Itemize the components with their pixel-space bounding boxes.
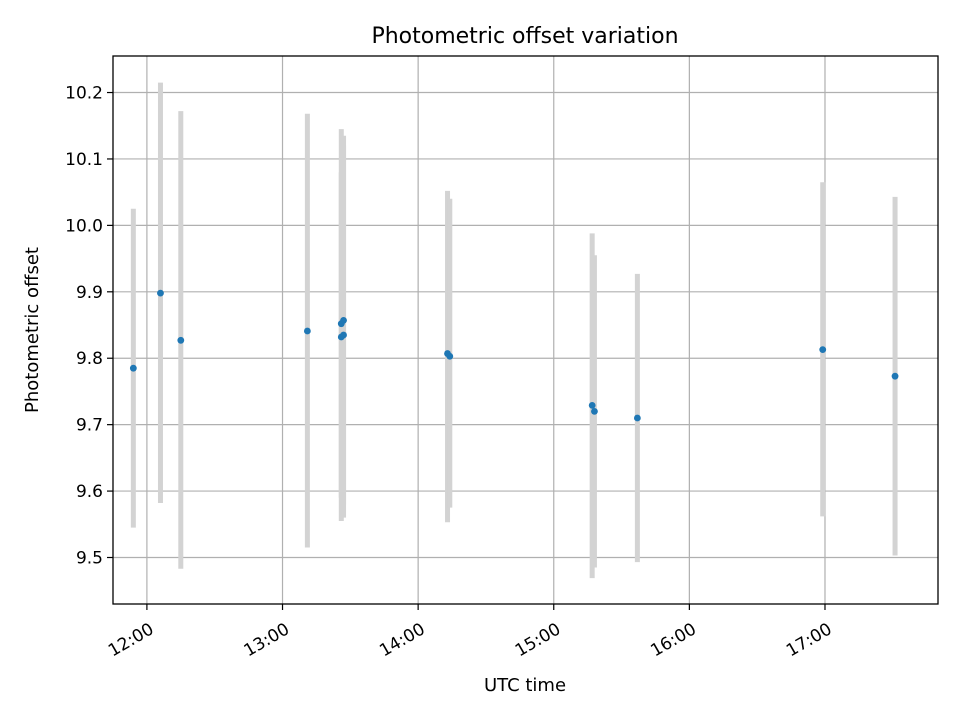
data-points bbox=[130, 290, 899, 422]
y-tick-label: 9.9 bbox=[76, 283, 103, 303]
data-point bbox=[157, 290, 164, 297]
y-tick-label: 9.8 bbox=[76, 349, 103, 369]
plot-frame bbox=[113, 56, 938, 604]
y-tick-label: 9.7 bbox=[76, 416, 103, 436]
error-bars bbox=[133, 83, 895, 579]
x-tick-label: 12:00 bbox=[105, 619, 157, 661]
data-point bbox=[130, 365, 137, 372]
y-tick-label: 9.6 bbox=[76, 482, 103, 502]
data-point bbox=[591, 408, 598, 415]
y-tick-label: 10.2 bbox=[65, 84, 103, 104]
data-point bbox=[819, 346, 826, 353]
x-tick-label: 17:00 bbox=[783, 619, 835, 661]
y-axis-label: Photometric offset bbox=[22, 247, 43, 413]
data-point bbox=[446, 353, 453, 360]
data-point bbox=[892, 373, 899, 380]
y-tick-label: 9.5 bbox=[76, 549, 103, 569]
data-point bbox=[589, 402, 596, 409]
chart-title: Photometric offset variation bbox=[371, 24, 678, 49]
data-point bbox=[177, 337, 184, 344]
grid bbox=[113, 56, 938, 604]
x-tick-label: 15:00 bbox=[512, 619, 564, 661]
x-tick-label: 16:00 bbox=[647, 619, 699, 661]
y-tick-label: 10.0 bbox=[65, 216, 103, 236]
x-tick-label: 14:00 bbox=[376, 619, 428, 661]
x-axis-label: UTC time bbox=[484, 675, 566, 696]
data-point bbox=[634, 415, 641, 422]
data-point bbox=[304, 328, 311, 335]
data-point bbox=[338, 334, 345, 341]
y-tick-label: 10.1 bbox=[65, 150, 103, 170]
data-point bbox=[340, 317, 347, 324]
x-tick-label: 13:00 bbox=[241, 619, 293, 661]
